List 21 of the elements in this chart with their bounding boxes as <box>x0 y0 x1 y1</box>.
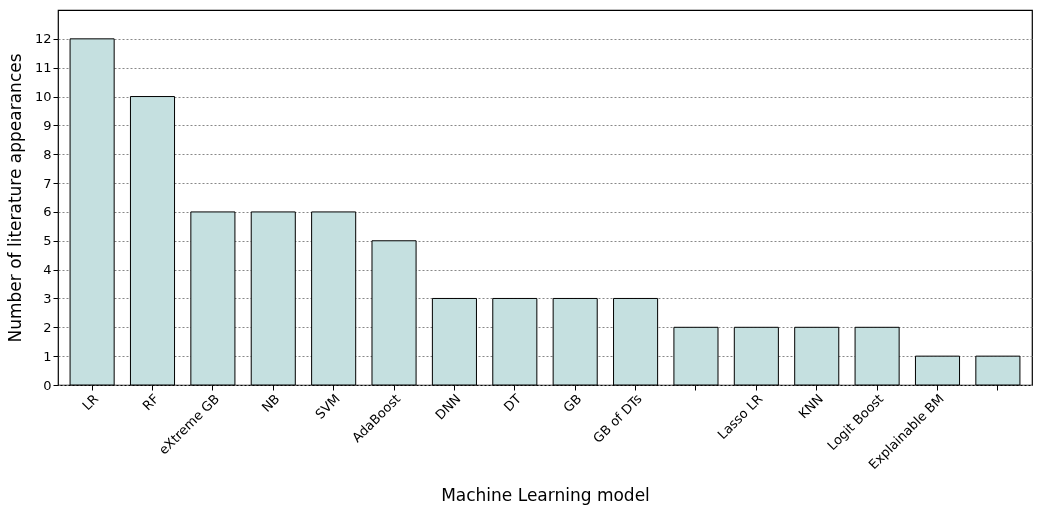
x-tick-label: GB of DTs <box>590 390 645 446</box>
y-tick-label: 7 <box>43 175 52 191</box>
y-tick-label: 2 <box>43 319 52 335</box>
y-tick-label: 11 <box>34 60 52 76</box>
y-tick-label: 6 <box>43 204 52 220</box>
y-tick-label: 3 <box>43 290 52 306</box>
y-tick-label: 12 <box>34 31 52 47</box>
x-tick-label: RF <box>139 391 162 414</box>
y-tick-label: 5 <box>43 233 52 249</box>
y-tick-label: 0 <box>43 377 52 393</box>
y-tick-label: 8 <box>43 146 52 162</box>
x-axis-title: Machine Learning model <box>441 485 650 506</box>
y-tick-label: 9 <box>43 117 52 133</box>
y-tick-label: 10 <box>34 89 52 105</box>
y-tick-label: 1 <box>43 348 52 364</box>
x-tick-label: NB <box>258 391 283 415</box>
x-tick-label: DT <box>500 391 525 415</box>
y-axis-title: Number of literature appearances <box>4 53 25 343</box>
x-tick-label: LR <box>79 391 102 414</box>
x-tick-label: GB <box>560 391 585 416</box>
y-tick-label: 4 <box>43 262 52 278</box>
